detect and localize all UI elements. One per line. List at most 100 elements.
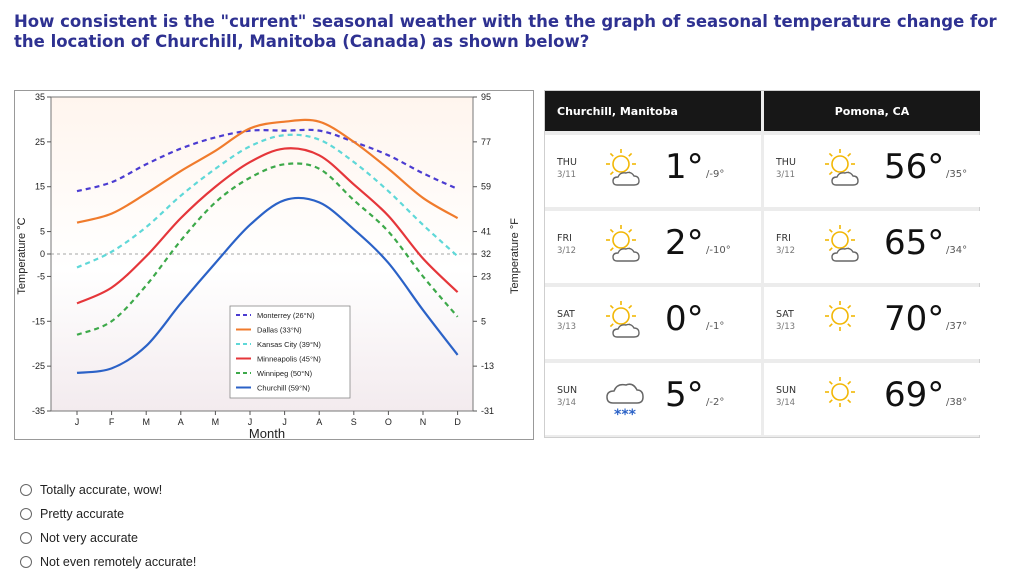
forecast-row: SAT 3/13 70°/37°: [764, 287, 980, 359]
forecast-day: SUN 3/14: [776, 385, 796, 409]
radio-button[interactable]: [20, 508, 32, 520]
question-text: How consistent is the "current" seasonal…: [14, 12, 997, 51]
day-date: 3/11: [557, 170, 577, 180]
y-tick-label-f: -31: [481, 406, 494, 416]
y-axis-label-left: Temperature °C: [16, 217, 28, 294]
day-date: 3/11: [776, 170, 796, 180]
day-date: 3/13: [776, 322, 796, 332]
sunny-icon: [825, 377, 855, 407]
option-label: Not even remotely accurate!: [40, 555, 197, 569]
churchill-forecast: Churchill, Manitoba THU 3/11 1°/-9° FRI 3/12…: [545, 91, 761, 439]
high-temp: 56°: [884, 147, 945, 187]
y-tick-label-c: 0: [40, 249, 45, 259]
legend-label: Churchill (59°N): [257, 384, 311, 393]
x-tick-label: N: [420, 417, 427, 427]
x-tick-label: M: [212, 417, 220, 427]
option-not-very-accurate[interactable]: Not very accurate: [20, 526, 196, 550]
temperature-chart: 35 25 15 5 0 -5 -15 -25 -35 95 77 59 41 32 23 5 -13 -31 J F…: [14, 90, 534, 441]
high-temp: 69°: [884, 375, 945, 415]
series-line-1: [76, 118, 459, 224]
legend-label: Monterrey (26°N): [257, 311, 315, 320]
legend-box: [229, 305, 351, 399]
x-tick-label: A: [178, 417, 184, 427]
day-name: FRI: [776, 233, 791, 244]
day-name: THU: [557, 157, 577, 168]
churchill-title: Churchill, Manitoba: [545, 91, 761, 131]
pomona-forecast: Pomona, CA THU 3/11 56°/35° FRI 3/12 65°/34° S…: [764, 91, 980, 439]
y-tick-label-f: 95: [481, 92, 491, 102]
y-tick-label-c: 5: [40, 227, 45, 237]
snow-icon: ***: [606, 383, 644, 423]
y-tick-label-f: 23: [481, 271, 491, 281]
weather-panel: Churchill, Manitoba THU 3/11 1°/-9° FRI 3/12…: [544, 90, 980, 438]
y-tick-label-c: -35: [32, 406, 45, 416]
option-label: Totally accurate, wow!: [40, 483, 163, 497]
partly-sunny-icon: [606, 149, 640, 186]
y-tick-label-c: -15: [32, 316, 45, 326]
partly-sunny-icon: [606, 225, 640, 262]
forecast-row: SAT 3/13 0°/-1°: [545, 287, 761, 359]
forecast-row: SUN 3/14 *** 5°/-2°: [545, 363, 761, 435]
day-name: FRI: [557, 233, 572, 244]
forecast-day: SAT 3/13: [776, 309, 795, 333]
x-tick-label: S: [351, 417, 357, 427]
y-tick-label-c: -5: [37, 271, 45, 281]
day-name: SUN: [557, 385, 578, 396]
high-temp: 2°: [665, 223, 704, 263]
chart-svg: 35 25 15 5 0 -5 -15 -25 -35 95 77 59 41 32 23 5 -13 -31 J F…: [16, 92, 521, 441]
y-tick-label-f: 59: [481, 182, 491, 192]
legend-label: Winnipeg (50°N): [257, 369, 313, 378]
forecast-row: FRI 3/12 2°/-10°: [545, 211, 761, 283]
radio-button[interactable]: [20, 532, 32, 544]
legend-label: Dallas (33°N): [257, 326, 302, 335]
low-temp: /-2°: [706, 397, 725, 408]
low-temp: /-1°: [706, 321, 725, 332]
y-tick-label-c: 15: [35, 182, 45, 192]
day-date: 3/12: [776, 246, 796, 256]
y-tick-label-c: -25: [32, 361, 45, 371]
forecast-day: SUN 3/14: [557, 385, 577, 409]
radio-button[interactable]: [20, 556, 32, 568]
day-name: SAT: [776, 309, 794, 320]
option-totally-accurate[interactable]: Totally accurate, wow!: [20, 478, 196, 502]
series-line-0: [76, 128, 459, 193]
radio-button[interactable]: [20, 484, 32, 496]
option-not-remotely-accurate[interactable]: Not even remotely accurate!: [20, 550, 196, 574]
x-tick-label: J: [248, 417, 253, 427]
sunny-icon: [825, 301, 855, 331]
day-date: 3/13: [557, 322, 577, 332]
legend-label: Kansas City (39°N): [257, 340, 321, 349]
low-temp: /37°: [946, 321, 968, 332]
y-tick-label-f: 32: [481, 249, 491, 259]
low-temp: /35°: [946, 169, 968, 180]
low-temp: /-9°: [706, 169, 725, 180]
partly-sunny-icon: [825, 225, 859, 262]
day-date: 3/14: [776, 398, 796, 408]
answer-options: Totally accurate, wow! Pretty accurate N…: [20, 478, 196, 574]
day-name: SUN: [776, 385, 797, 396]
option-label: Not very accurate: [40, 531, 138, 545]
y-tick-label-f: 5: [481, 316, 486, 326]
series-line-4: [76, 162, 459, 336]
y-tick-label-f: 41: [481, 227, 491, 237]
low-temp: /34°: [946, 245, 968, 256]
series-line-2: [76, 133, 459, 269]
forecast-row: THU 3/11 56°/35°: [764, 135, 980, 207]
low-temp: /-10°: [706, 245, 731, 256]
high-temp: 5°: [665, 375, 704, 415]
x-tick-label: F: [109, 417, 115, 427]
day-date: 3/14: [557, 398, 577, 408]
high-temp: 0°: [665, 299, 704, 339]
x-tick-label: J: [75, 417, 80, 427]
forecast-day: SAT 3/13: [557, 309, 576, 333]
forecast-day: THU 3/11: [557, 157, 577, 181]
y-tick-label-c: 25: [35, 137, 45, 147]
x-tick-label: J: [282, 417, 287, 427]
pomona-title: Pomona, CA: [764, 91, 980, 131]
day-name: SAT: [557, 309, 575, 320]
option-label: Pretty accurate: [40, 507, 125, 521]
y-axis-label-right: Temperature °F: [509, 218, 521, 294]
series-line-5: [76, 196, 459, 374]
option-pretty-accurate[interactable]: Pretty accurate: [20, 502, 196, 526]
low-temp: /38°: [946, 397, 968, 408]
